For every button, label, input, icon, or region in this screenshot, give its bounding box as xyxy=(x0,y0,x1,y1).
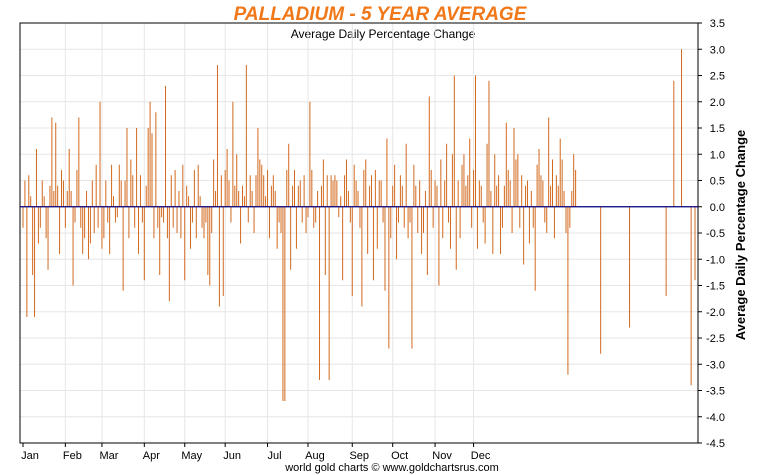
y-tick-label: -3.0 xyxy=(706,359,725,371)
y-tick-label: -4.5 xyxy=(706,438,725,450)
y-tick-label: -1.0 xyxy=(706,254,725,266)
x-tick-label-jun: Jun xyxy=(223,450,241,462)
x-tick-label-sep: Sep xyxy=(349,450,369,462)
y-tick-label: 3.0 xyxy=(710,44,725,56)
y-tick-label: 1.5 xyxy=(710,123,725,135)
x-tick-label-mar: Mar xyxy=(99,450,118,462)
x-tick-label-dec: Dec xyxy=(471,450,491,462)
bar-series xyxy=(22,49,696,401)
x-tick-label-feb: Feb xyxy=(63,450,82,462)
footer-credit: world gold charts © www.goldchartsrus.co… xyxy=(284,462,499,474)
y-axis-ticks: -4.5 -4.0 -3.5 -3.0 -2.5 -2.0 -1.5 -1.0 -0.5 0.0 0… xyxy=(698,18,725,450)
y-tick-label: -2.5 xyxy=(706,333,725,345)
x-tick-label-apr: Apr xyxy=(143,450,160,462)
x-tick-label-aug: Aug xyxy=(305,450,325,462)
y-tick-label: 2.5 xyxy=(710,71,725,83)
x-tick-label-jul: Jul xyxy=(268,450,282,462)
grid xyxy=(20,22,698,444)
y-tick-label: 0.0 xyxy=(710,202,725,214)
y-tick-label: 3.5 xyxy=(710,18,725,30)
y-tick-label: 0.5 xyxy=(710,176,725,188)
y-tick-label: 1.0 xyxy=(710,149,725,161)
chart-subtitle: Average Daily Percentage Change xyxy=(291,27,476,41)
y-tick-label: 2.0 xyxy=(710,97,725,109)
y-tick-label: -4.0 xyxy=(706,412,725,424)
y-tick-label: -0.5 xyxy=(706,228,725,240)
x-tick-label-jan: Jan xyxy=(21,450,39,462)
y-axis-label: Average Daily Percentage Change xyxy=(733,130,748,341)
x-tick-label-nov: Nov xyxy=(432,450,452,462)
y-tick-label: -2.0 xyxy=(706,307,725,319)
y-tick-label: -1.5 xyxy=(706,281,725,293)
y-tick-label: -3.5 xyxy=(706,386,725,398)
x-tick-label-oct: Oct xyxy=(391,450,408,462)
chart-title: PALLADIUM - 5 YEAR AVERAGE xyxy=(234,4,528,25)
x-axis-ticks: Jan Feb Mar Apr May Jun Jul Aug Sep Oct Nov Dec xyxy=(21,443,491,462)
x-tick-label-may: May xyxy=(181,450,202,462)
